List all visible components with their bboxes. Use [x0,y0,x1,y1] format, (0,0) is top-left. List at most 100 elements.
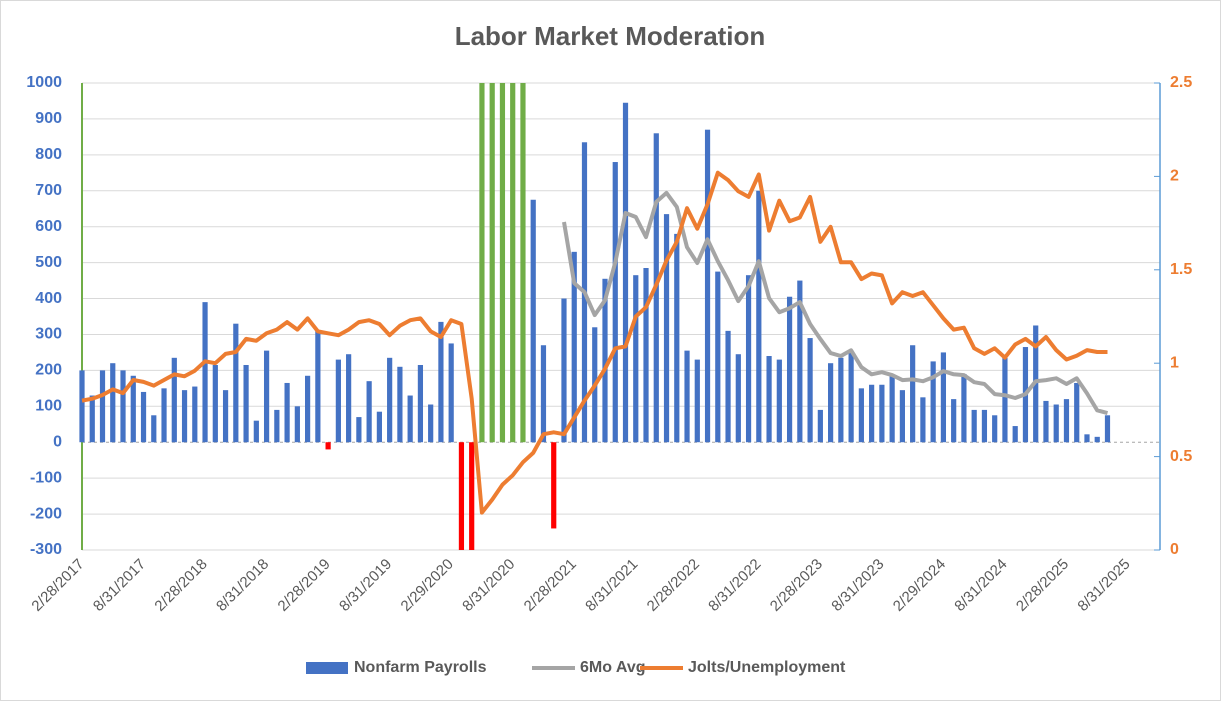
bar [366,381,372,443]
bar [1074,382,1080,443]
bar [602,278,608,443]
bar [479,83,485,443]
bar [130,375,136,443]
y-tick-label: 900 [35,110,62,127]
bar [694,359,700,443]
y2-tick-label: 1.5 [1170,261,1192,278]
bar [786,296,793,443]
bar [1094,436,1100,443]
bar [571,251,577,443]
y-tick-label: 400 [35,290,62,307]
y-tick-label: 1000 [26,74,62,91]
bar [704,129,711,443]
y-tick-label: 800 [35,146,62,163]
bar [489,83,495,443]
bar [776,359,782,443]
bar [622,102,629,443]
bar [356,417,362,443]
y2-tick-label: 2 [1170,168,1179,185]
bar [469,442,475,550]
bar [151,415,157,443]
bar [89,395,95,443]
bar [643,268,649,443]
legend-swatch [306,662,348,674]
bar [448,343,454,443]
bar [940,352,947,443]
bar [161,388,167,443]
bar [1104,415,1111,443]
y-tick-label: 100 [35,398,62,415]
y-tick-label: -300 [30,541,62,558]
bar [807,338,813,443]
bar [766,356,772,443]
bar [735,354,741,443]
bar [858,388,864,443]
bar [899,390,905,443]
y-tick-label: -200 [30,505,62,522]
bar [499,83,506,443]
bar [99,370,106,443]
bar [1002,357,1008,443]
bar [294,406,300,443]
bar [325,442,331,450]
bar [561,298,567,443]
bar [274,409,280,443]
bar [376,411,382,443]
y-tick-label: 700 [35,182,62,199]
bar [1043,400,1049,443]
legend-label: Nonfarm Payrolls [354,659,487,676]
bar [212,364,218,443]
bar [1063,399,1070,443]
bar [192,386,198,443]
bar [540,345,547,443]
bar [745,275,752,443]
y-tick-label: -100 [30,469,62,486]
bar [961,373,967,443]
bar [1053,404,1059,443]
y-tick-label: 200 [35,362,62,379]
bar [428,404,434,443]
bar [920,397,926,443]
bar [951,399,957,443]
bar [253,420,259,443]
bar [397,366,403,443]
bar [551,442,557,529]
bar [663,214,670,443]
bar [879,384,885,443]
bar [263,350,270,443]
bar [79,370,85,443]
bar [510,83,516,443]
line [562,190,1109,416]
bar [869,384,875,443]
bar [981,409,988,443]
y-tick-label: 600 [35,218,62,235]
y2-tick-label: 0.5 [1170,448,1192,465]
legend-label: 6Mo Avg [580,659,645,676]
bar [612,162,618,443]
bar [756,190,762,443]
bar [684,350,690,443]
bar [992,415,998,443]
bar [715,271,721,443]
bar [284,382,290,443]
line [81,170,1108,515]
bar [848,352,854,443]
bar [181,390,188,443]
bar [140,391,147,443]
bar [438,321,444,443]
bar [305,375,311,443]
bar [910,345,916,443]
bar [674,233,680,443]
bar [407,395,413,443]
bar [233,323,239,443]
bar [222,390,229,443]
bar [458,442,465,550]
y-tick-label: 0 [53,433,62,450]
bar [120,370,126,443]
bar [171,357,177,443]
bar [971,409,977,443]
bar [520,83,526,443]
legend-label: Jolts/Unemployment [688,659,846,676]
